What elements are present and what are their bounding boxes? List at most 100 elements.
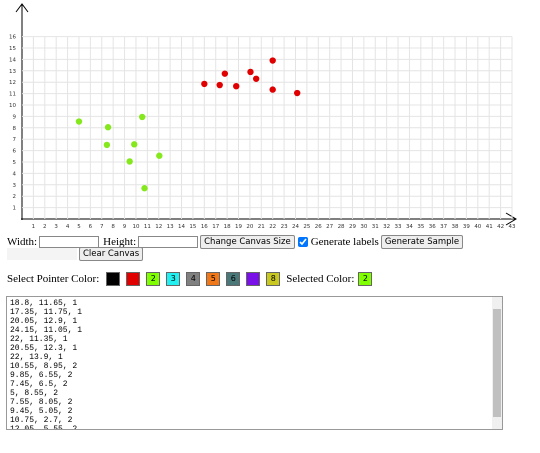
y-tick-label: 6 [13, 149, 17, 155]
y-tick-label: 5 [13, 160, 17, 166]
color-swatch[interactable] [126, 272, 141, 286]
x-tick-label: 41 [486, 224, 493, 230]
x-tick-label: 24 [292, 224, 299, 230]
sample-textarea[interactable]: 18.8, 11.65, 1 17.35, 11.75, 1 20.05, 12.9… [6, 296, 503, 430]
text-line: 12.05, 5.55, 2 [10, 425, 78, 430]
x-tick-label: 1 [32, 224, 36, 230]
point [126, 158, 133, 165]
color-label: Select Pointer Color: [7, 273, 100, 285]
text-line: 9.45, 5.05, 2 [10, 407, 73, 416]
color-swatch[interactable] [246, 272, 261, 286]
x-tick-label: 6 [89, 224, 93, 230]
change-size-button[interactable]: Change Canvas Size [200, 235, 295, 249]
text-line: 7.55, 8.05, 2 [10, 398, 73, 407]
x-tick-label: 31 [372, 224, 379, 230]
y-tick-label: 16 [9, 35, 16, 41]
y-tick-label: 9 [13, 114, 17, 120]
x-tick-label: 3 [54, 224, 58, 230]
point [216, 81, 223, 89]
y-tick-label: 13 [9, 69, 16, 75]
x-tick-label: 12 [155, 224, 162, 230]
y-tick-label: 2 [13, 194, 17, 200]
width-label: Width: [7, 236, 38, 248]
x-tick-label: 35 [417, 224, 424, 230]
clear-button[interactable]: Clear Canvas [79, 247, 144, 261]
color-row: Select Pointer Color: 2 3 4 5 6 8 Selected Col… [7, 272, 374, 286]
y-tick-label: 14 [9, 57, 16, 63]
x-tick-label: 43 [509, 224, 516, 230]
clear-row: Clear Canvas [7, 247, 144, 261]
x-tick-label: 42 [497, 224, 504, 230]
text-line: 10.75, 2.7, 2 [10, 416, 73, 425]
point [104, 124, 112, 131]
text-line: 18.8, 11.65, 1 [10, 299, 78, 308]
y-tick-label: 7 [13, 137, 17, 143]
x-tick-label: 17 [212, 224, 219, 230]
height-input[interactable] [138, 236, 199, 248]
x-tick-label: 25 [303, 224, 310, 230]
x-tick-label: 40 [474, 224, 481, 230]
y-tick-label: 3 [13, 183, 17, 189]
color-swatch[interactable]: 2 [146, 272, 161, 286]
point [269, 57, 276, 64]
color-swatch[interactable]: 6 [226, 272, 241, 286]
text-line: 22, 11.35, 1 [10, 335, 68, 344]
text-line: 20.55, 12.3, 1 [10, 344, 78, 353]
x-arrow [505, 212, 517, 226]
scroll-thumb[interactable] [493, 309, 501, 417]
point [156, 152, 163, 159]
x-tick-label: 8 [111, 224, 115, 230]
x-tick-label: 16 [201, 224, 208, 230]
x-tick-label: 20 [246, 224, 253, 230]
y-tick-label: 15 [9, 46, 16, 52]
point [75, 118, 83, 125]
file-placeholder [7, 248, 77, 260]
point [269, 86, 276, 93]
y-arrow [15, 3, 29, 13]
selected-swatch: 2 [358, 272, 373, 286]
width-input[interactable] [39, 236, 100, 248]
x-tick-label: 19 [235, 224, 242, 230]
labels-checkbox[interactable] [297, 237, 308, 247]
point [201, 80, 208, 88]
color-swatch[interactable]: 4 [186, 272, 201, 286]
x-tick-label: 4 [66, 224, 70, 230]
color-swatch[interactable]: 8 [266, 272, 281, 286]
point [141, 185, 148, 192]
x-tick-label: 34 [406, 224, 413, 230]
x-tick-label: 18 [224, 224, 231, 230]
text-line: 24.15, 11.05, 1 [10, 326, 83, 335]
x-tick-label: 10 [132, 224, 139, 230]
x-tick-label: 26 [315, 224, 322, 230]
point [252, 75, 260, 82]
point [221, 70, 229, 77]
x-tick-label: 13 [167, 224, 174, 230]
x-tick-label: 27 [326, 224, 333, 230]
x-tick-label: 30 [360, 224, 367, 230]
text-line: 22, 13.9, 1 [10, 353, 63, 362]
y-tick-label: 8 [13, 126, 17, 132]
x-tick-label: 9 [123, 224, 127, 230]
scrollbar[interactable] [492, 297, 502, 429]
color-swatch[interactable]: 3 [166, 272, 181, 286]
y-tick-label: 4 [13, 171, 17, 177]
x-tick-label: 7 [100, 224, 104, 230]
x-tick-label: 23 [281, 224, 288, 230]
selected-label: Selected Color: [286, 273, 355, 285]
point [139, 113, 146, 121]
labels-label: Generate labels [310, 236, 379, 248]
y-tick-label: 12 [9, 80, 16, 86]
x-tick-label: 29 [349, 224, 356, 230]
color-swatch[interactable]: 5 [206, 272, 221, 286]
generate-button[interactable]: Generate Sample [380, 235, 464, 249]
x-tick-label: 11 [144, 224, 151, 230]
canvas[interactable]: 1 2 3 4 5 6 7 8 9 10 11 12 13 14 15 16 17 18 19 20 21 22 23 24 2… [0, 0, 540, 232]
x-tick-label: 5 [77, 224, 81, 230]
text-line: 9.85, 6.55, 2 [10, 371, 73, 380]
text-line: 20.05, 12.9, 1 [10, 317, 78, 326]
x-tick-label: 14 [178, 224, 185, 230]
x-tick-label: 28 [338, 224, 345, 230]
point [131, 141, 138, 148]
color-swatch[interactable] [106, 272, 121, 286]
